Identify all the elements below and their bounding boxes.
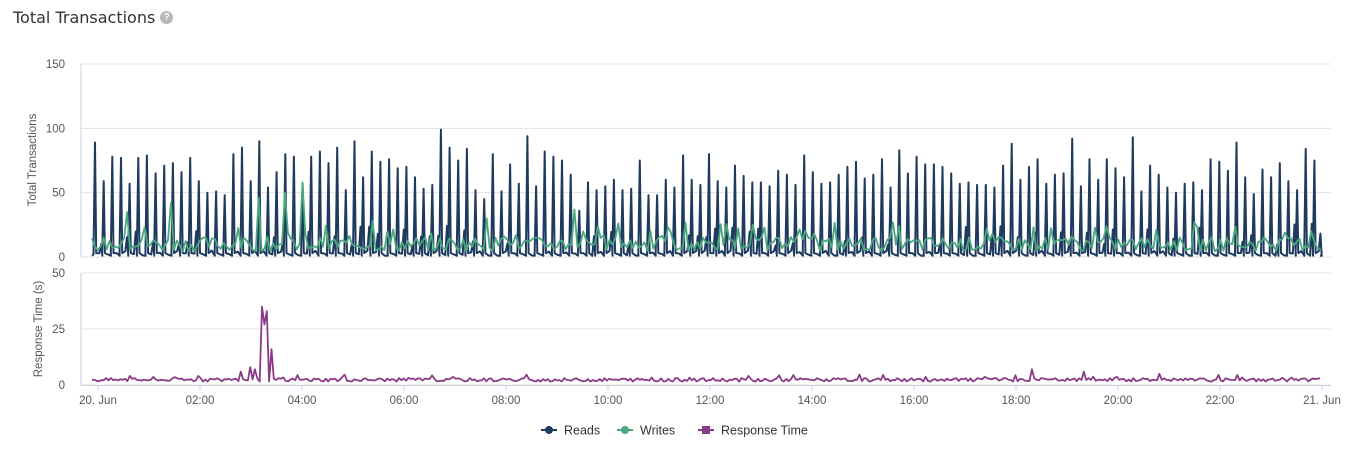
x-tick-label: 20. Jun: [79, 395, 117, 407]
y-axis-title: Response Time (s): [33, 281, 45, 378]
y-tick-label: 150: [46, 59, 65, 71]
series-line-writes: [91, 181, 1321, 253]
page-title: Total Transactions: [13, 8, 156, 27]
x-tick-label: 21. Jun: [1303, 395, 1341, 407]
y-axis-title: Total Transactions: [27, 113, 39, 206]
series-line-response: [91, 305, 1320, 383]
legend-marker: [545, 426, 553, 434]
x-tick-label: 04:00: [288, 395, 317, 407]
y-tick-label: 25: [52, 324, 65, 336]
legend-label: Writes: [640, 424, 675, 438]
x-tick-label: 02:00: [186, 395, 215, 407]
legend-label: Reads: [564, 424, 600, 438]
x-tick-label: 22:00: [1206, 395, 1235, 407]
y-tick-label: 0: [59, 380, 65, 392]
series-line-reads: [91, 128, 1323, 257]
y-tick-label: 100: [46, 123, 65, 135]
x-tick-label: 14:00: [798, 395, 827, 407]
x-tick-label: 08:00: [492, 395, 521, 407]
x-tick-label: 06:00: [390, 395, 419, 407]
legend-item-writes[interactable]: Writes: [617, 424, 675, 438]
y-tick-label: 50: [52, 268, 65, 280]
legend-item-response[interactable]: Response Time: [698, 424, 808, 438]
chart-header: Total Transactions ?: [13, 8, 174, 27]
y-tick-label: 0: [59, 252, 65, 264]
x-tick-label: 20:00: [1104, 395, 1133, 407]
x-tick-label: 10:00: [594, 395, 623, 407]
x-tick-label: 18:00: [1002, 395, 1031, 407]
x-tick-label: 16:00: [900, 395, 929, 407]
y-tick-label: 50: [52, 188, 65, 200]
legend-label: Response Time: [721, 424, 808, 438]
legend-item-reads[interactable]: Reads: [541, 424, 600, 438]
x-tick-label: 12:00: [696, 395, 725, 407]
help-icon[interactable]: ?: [160, 11, 174, 24]
legend-marker: [702, 426, 710, 434]
legend-marker: [621, 426, 629, 434]
